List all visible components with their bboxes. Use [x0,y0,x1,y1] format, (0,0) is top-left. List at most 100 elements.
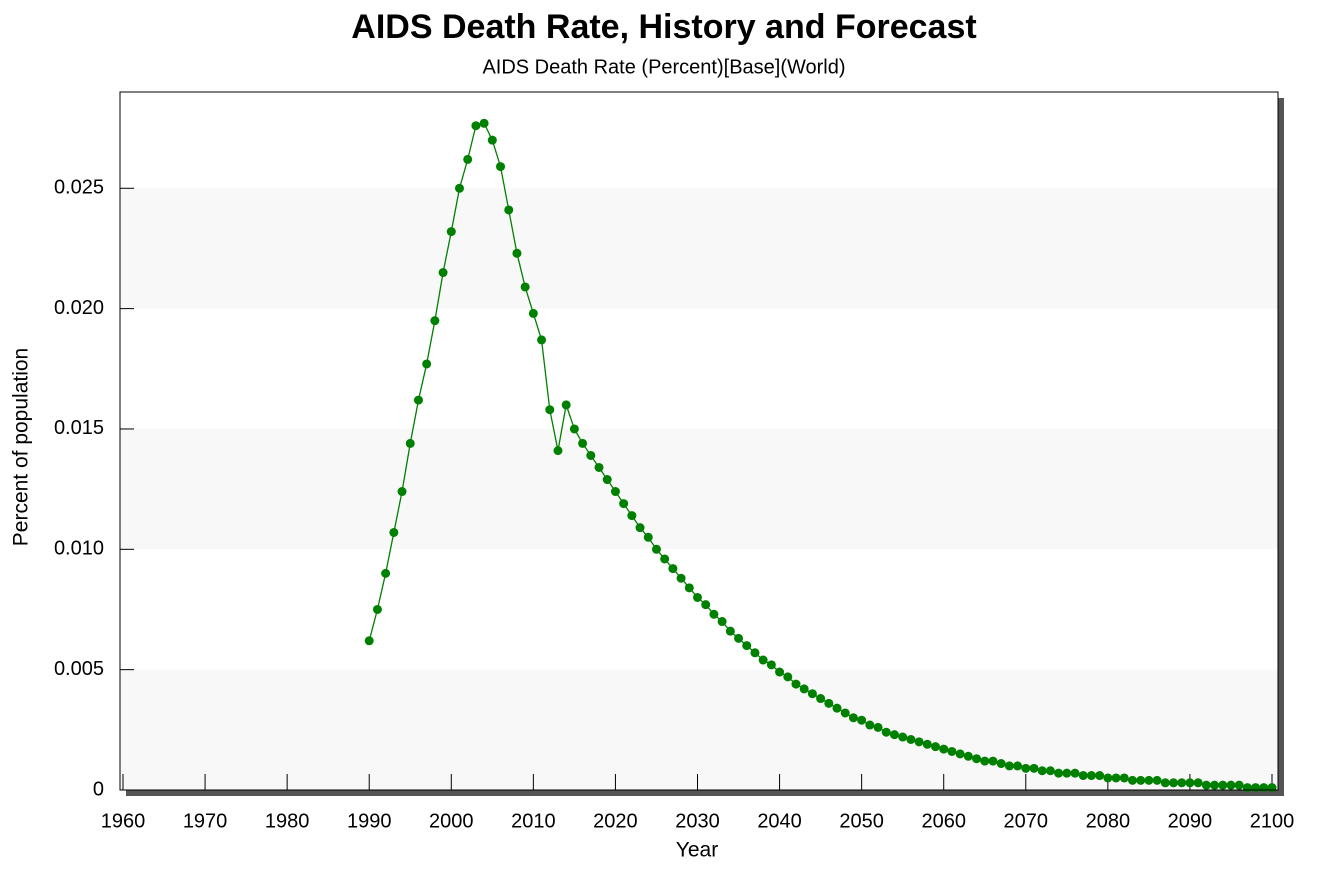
data-point [1045,766,1055,776]
data-point [561,400,571,410]
data-point [734,633,744,643]
data-point [504,205,514,215]
data-point [931,742,941,752]
data-point [898,732,908,742]
data-point [972,754,982,764]
data-point [413,395,423,405]
data-point [1218,780,1228,790]
data-point [487,135,497,145]
data-point [553,446,563,456]
data-point [405,438,415,448]
data-point [422,359,432,369]
data-point [1201,780,1211,790]
data-point [602,475,612,485]
data-point [1210,780,1220,790]
data-point [1029,763,1039,773]
x-tick-label: 1990 [347,810,392,832]
data-point [520,282,530,292]
data-point [676,573,686,583]
data-point [1226,780,1236,790]
x-tick-label: 2050 [839,810,884,832]
data-point [586,450,596,460]
data-point [725,626,735,636]
data-point [955,749,965,759]
data-point [775,667,785,677]
data-point [857,715,867,725]
data-point [1177,778,1187,788]
data-point [578,438,588,448]
data-point [1251,783,1261,793]
data-point [1169,778,1179,788]
data-point [1078,771,1088,781]
data-point [1234,780,1244,790]
x-tick-label: 2100 [1250,810,1295,832]
data-point [364,636,374,646]
y-axis-label: Percent of population [10,348,33,546]
data-point [988,756,998,766]
grid-band [120,669,1278,790]
data-point [512,248,522,258]
data-point [1054,768,1064,778]
data-point [372,604,382,614]
data-point [1095,771,1105,781]
data-point [693,592,702,602]
data-point [939,744,949,754]
x-tick-label: 2010 [511,810,556,832]
data-point [922,739,932,749]
data-point [651,544,661,554]
data-point [996,759,1006,769]
data-point [947,746,957,756]
data-point [1152,775,1162,785]
data-point [840,708,850,718]
data-point [873,722,883,732]
data-point [783,672,793,682]
data-point [766,660,776,670]
data-point [1111,773,1121,783]
data-point [1037,766,1047,776]
chart-subtitle: AIDS Death Rate (Percent)[Base](World) [482,56,845,78]
x-tick-label: 2020 [593,810,638,832]
data-point [610,487,620,497]
data-point [758,655,768,665]
grid-band [120,428,1278,550]
x-axis-label: Year [676,839,718,862]
data-point [471,121,481,131]
data-point [643,532,653,542]
data-point [479,118,489,128]
data-point [717,617,727,627]
x-tick-label: 1970 [183,810,228,832]
data-point [619,499,629,509]
data-point [980,756,990,766]
data-point [889,730,899,740]
y-tick-label: 0.025 [54,177,104,199]
chart-title: AIDS Death Rate, History and Forecast [351,8,976,46]
data-point [1136,775,1146,785]
y-tick-label: 0 [93,778,104,800]
y-tick-label: 0.015 [54,417,104,439]
data-point [668,564,678,574]
data-point [807,689,817,699]
data-point [1119,773,1129,783]
x-tick-label: 2030 [675,810,720,832]
data-point [742,641,752,651]
data-point [750,648,760,658]
data-point [1267,783,1277,793]
x-tick-label: 2000 [429,810,474,832]
data-point [381,568,391,578]
data-point [1185,778,1195,788]
x-tick-label: 2080 [1086,810,1131,832]
data-point [1004,761,1014,771]
data-point [1103,773,1113,783]
data-point [1013,761,1023,771]
data-point [906,734,916,744]
data-point [660,554,670,564]
data-point [1021,763,1031,773]
data-point [824,698,834,708]
data-point [963,751,973,761]
data-point [701,600,711,610]
data-point [816,694,826,704]
data-point [1144,775,1154,785]
data-point [438,268,448,278]
